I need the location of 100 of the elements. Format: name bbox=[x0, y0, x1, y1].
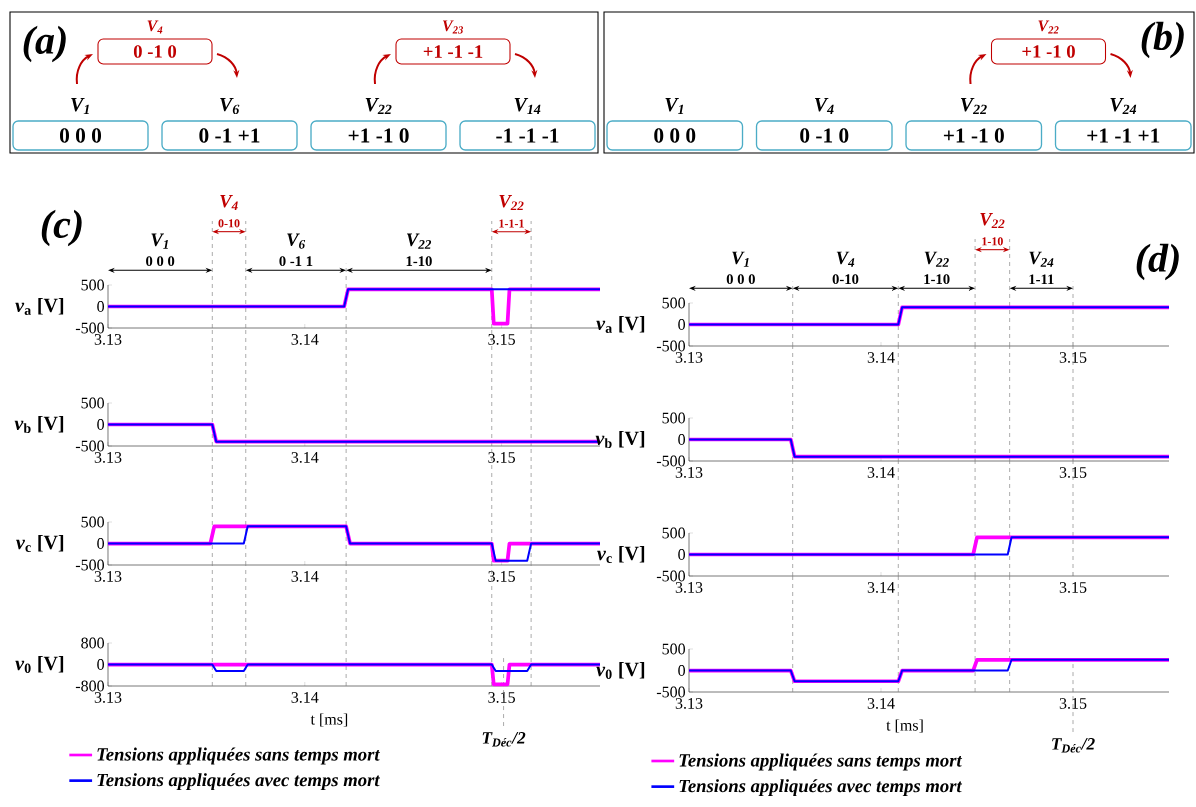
text: 0 0 0 bbox=[654, 128, 696, 143]
chart-title: (c) bbox=[41, 209, 82, 247]
y-tick-label: 0 bbox=[678, 319, 686, 330]
y-tick-label: 500 bbox=[662, 297, 686, 309]
text: V$_{22}$ bbox=[960, 98, 987, 114]
y-tick-label: 0 bbox=[678, 549, 686, 560]
x-tick-label: 3.14 bbox=[291, 571, 319, 582]
x-tick-label: 3.14 bbox=[867, 467, 895, 478]
ref-line-label: T$_{Déc}$/2 bbox=[1052, 738, 1095, 753]
y-axis-title: v$_{a}$ [V] bbox=[15, 298, 64, 315]
text: V$_{6}$ bbox=[287, 233, 306, 249]
y-tick-label: 500 bbox=[662, 643, 686, 655]
text: V$_{4}$ bbox=[836, 251, 855, 267]
chart-title: (d) bbox=[1136, 243, 1179, 281]
y-tick-label: -500 bbox=[75, 440, 104, 452]
text: 0 0 0 bbox=[146, 256, 175, 267]
y-tick-label: 500 bbox=[81, 516, 104, 528]
x-tick-label: 3.14 bbox=[291, 692, 319, 703]
y-tick-label: 800 bbox=[81, 637, 104, 649]
text: 0 -1 0 bbox=[800, 128, 849, 143]
legend-label: Tensions appliquées avec temps mort bbox=[679, 779, 963, 797]
text: 0 -1 0 bbox=[133, 45, 177, 58]
text: V$_{4}$ bbox=[220, 194, 238, 211]
text: V$_{22}$ bbox=[406, 233, 432, 249]
x-tick-label: 3.15 bbox=[1059, 467, 1087, 478]
text: V$_{24}$ bbox=[1029, 251, 1054, 267]
y-tick-label: 0 bbox=[678, 665, 686, 676]
text: V$_{1}$ bbox=[71, 98, 89, 114]
text: V$_{23}$ bbox=[442, 20, 464, 34]
text: V$_{4}$ bbox=[814, 98, 834, 114]
y-tick-label: 500 bbox=[662, 412, 686, 424]
y-tick-label: -500 bbox=[75, 559, 104, 571]
x-tick-label: 3.14 bbox=[867, 582, 895, 593]
y-tick-label: 0 bbox=[97, 419, 104, 430]
y-tick-label: 500 bbox=[81, 279, 104, 291]
legend-label: Tensions appliquées sans temps mort bbox=[97, 747, 381, 765]
y-axis-title: v$_{0}$ [V] bbox=[15, 656, 64, 673]
y-tick-label: -500 bbox=[75, 322, 104, 334]
text: 0 0 0 bbox=[59, 128, 102, 143]
y-tick-label: 0 bbox=[97, 538, 104, 549]
text: 1-11 bbox=[1029, 274, 1054, 285]
y-axis-title: v$_{c}$ [V] bbox=[16, 535, 64, 552]
text: 0-10 bbox=[218, 219, 240, 228]
text: V$_{22}$ bbox=[924, 251, 949, 267]
x-tick-label: 3.15 bbox=[488, 452, 515, 463]
text: 1-1-1 bbox=[499, 219, 524, 228]
y-tick-label: -500 bbox=[656, 340, 686, 352]
x-tick-label: 3.14 bbox=[291, 452, 319, 463]
y-tick-label: -500 bbox=[656, 686, 686, 698]
x-tick-label: 3.15 bbox=[488, 692, 515, 703]
y-axis-title: v$_{a}$ [V] bbox=[596, 316, 645, 333]
x-tick-label: 3.13 bbox=[675, 352, 703, 363]
x-axis-title: t [ms] bbox=[310, 713, 348, 727]
text: V$_{24}$ bbox=[1110, 98, 1137, 114]
x-tick-label: 3.13 bbox=[94, 452, 122, 463]
text: V$_{1}$ bbox=[151, 233, 168, 249]
text: +1 -1 0 bbox=[1022, 45, 1075, 58]
text: V$_{6}$ bbox=[220, 97, 240, 115]
x-tick-label: 3.13 bbox=[675, 582, 703, 593]
text: +1 -1 0 bbox=[348, 128, 409, 143]
text: 0 -1 +1 bbox=[199, 128, 260, 143]
text: V$_{22}$ bbox=[365, 98, 392, 114]
x-tick-label: 3.13 bbox=[675, 467, 703, 478]
text: V$_{22}$ bbox=[1038, 20, 1059, 34]
x-tick-label: 3.15 bbox=[488, 571, 515, 582]
x-tick-label: 3.14 bbox=[291, 334, 319, 345]
y-axis-title: v$_{b}$ [V] bbox=[595, 430, 645, 449]
text: +1 -1 0 bbox=[943, 128, 1004, 143]
y-tick-label: 0 bbox=[97, 301, 105, 312]
y-tick-label: 500 bbox=[662, 527, 686, 539]
x-tick-label: 3.15 bbox=[488, 334, 515, 345]
text: V$_{22}$ bbox=[499, 194, 524, 211]
x-tick-label: 3.15 bbox=[1059, 352, 1087, 363]
y-tick-label: -500 bbox=[656, 455, 686, 467]
legend-label: Tensions appliquées sans temps mort bbox=[679, 753, 963, 771]
text: (a) bbox=[23, 25, 66, 63]
x-tick-label: 3.13 bbox=[94, 692, 122, 703]
y-tick-label: -500 bbox=[656, 570, 686, 582]
y-tick-label: 0 bbox=[678, 434, 686, 445]
text: 1-10 bbox=[924, 274, 950, 285]
text: (b) bbox=[1141, 21, 1184, 59]
text: V$_{22}$ bbox=[980, 212, 1005, 229]
x-tick-label: 3.13 bbox=[675, 698, 703, 709]
x-tick-label: 3.13 bbox=[94, 571, 122, 582]
text: -1 -1 -1 bbox=[496, 128, 559, 143]
y-axis-title: v$_{b}$ [V] bbox=[14, 415, 64, 434]
y-tick-label: -800 bbox=[75, 680, 104, 692]
y-tick-label: 0 bbox=[97, 659, 105, 670]
text: V$_{4}$ bbox=[147, 20, 163, 34]
x-axis-title: t [ms] bbox=[886, 719, 923, 733]
text: V$_{1}$ bbox=[665, 98, 684, 114]
text: V$_{14}$ bbox=[514, 98, 541, 114]
x-tick-label: 3.14 bbox=[867, 352, 895, 363]
y-tick-label: 500 bbox=[81, 397, 104, 409]
x-tick-label: 3.14 bbox=[867, 698, 895, 709]
text: 0-10 bbox=[832, 274, 859, 285]
text: 1-10 bbox=[982, 237, 1003, 246]
text: V$_{1}$ bbox=[732, 251, 749, 267]
text: 1-10 bbox=[406, 256, 432, 267]
text: 0 -1 1 bbox=[279, 256, 313, 267]
